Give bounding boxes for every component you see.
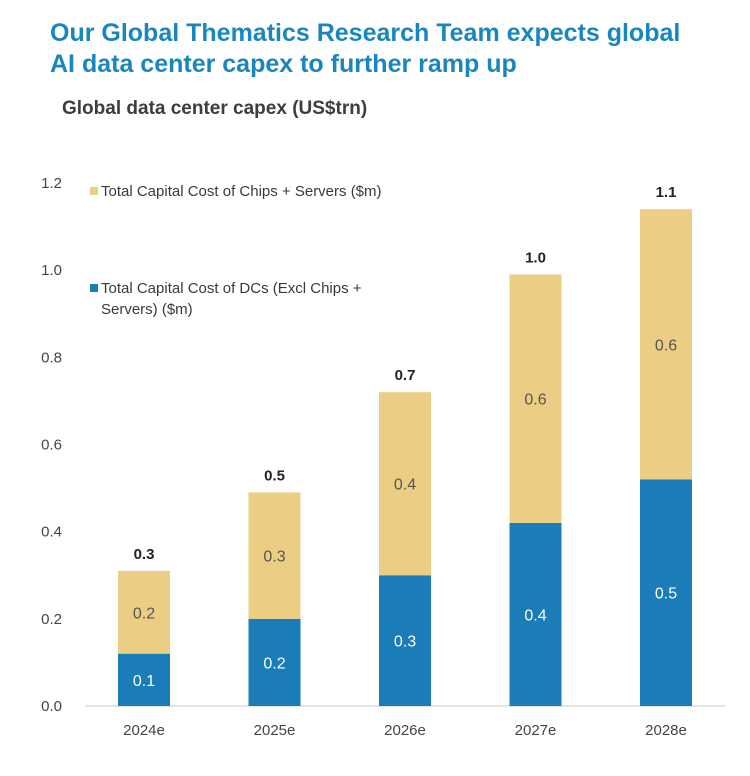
y-tick-label: 0.6 — [41, 437, 62, 454]
legend-swatch-chips-servers — [90, 187, 98, 195]
y-tick-label: 1.0 — [41, 262, 62, 279]
legend-label-dcs: Total Capital Cost of DCs (Excl Chips + S… — [101, 280, 362, 318]
headline-line-1: Our Global Thematics Research Team expec… — [50, 19, 681, 47]
headline: Our Global Thematics Research Team expec… — [50, 18, 730, 80]
y-tick-label: 0.8 — [41, 349, 62, 366]
bar-total-label: 0.3 — [134, 546, 155, 563]
segment-value-label: 0.4 — [394, 477, 416, 494]
bar-segment-chips-servers — [640, 209, 692, 480]
bar-total-label: 0.5 — [264, 467, 285, 484]
bar-total-label: 1.0 — [525, 250, 546, 267]
bar-segment-chips-servers — [379, 392, 431, 576]
segment-value-label: 0.5 — [655, 586, 677, 603]
legend-swatch-dcs — [90, 284, 98, 292]
segment-value-label: 0.6 — [655, 337, 677, 354]
y-tick-label: 0.2 — [41, 611, 62, 628]
segment-value-label: 0.2 — [133, 605, 155, 622]
x-tick-label: 2026e — [384, 722, 426, 739]
bar-segment-dcs — [248, 618, 301, 706]
x-tick-label: 2028e — [645, 722, 687, 739]
y-tick-label: 0.4 — [41, 524, 62, 541]
x-tick-label: 2027e — [515, 722, 557, 739]
bar-segment-dcs — [118, 653, 170, 706]
segment-value-label: 0.6 — [524, 392, 546, 409]
bar-total-label: 1.1 — [656, 184, 677, 201]
legend-label-chips-servers: Total Capital Cost of Chips + Servers ($… — [101, 183, 382, 200]
bar-segment-chips-servers — [248, 492, 301, 619]
segment-value-label: 0.3 — [263, 549, 285, 566]
chart-title: Global data center capex (US$trn) — [62, 98, 368, 119]
headline-line-2: AI data center capex to further ramp up — [50, 50, 517, 78]
bar-segment-dcs — [379, 575, 431, 706]
bar-segment-chips-servers — [509, 274, 562, 523]
y-tick-label: 1.2 — [41, 175, 62, 192]
segment-value-label: 0.2 — [263, 655, 285, 672]
bar-segment-chips-servers — [118, 570, 170, 654]
bar-segment-dcs — [509, 522, 562, 706]
bar-total-label: 0.7 — [395, 367, 416, 384]
bar-segment-dcs — [640, 479, 692, 706]
x-tick-label: 2024e — [123, 722, 165, 739]
y-tick-label: 0.0 — [41, 698, 62, 715]
segment-value-label: 0.3 — [394, 634, 416, 651]
segment-value-label: 0.4 — [524, 607, 546, 624]
segment-value-label: 0.1 — [133, 673, 155, 690]
x-tick-label: 2025e — [254, 722, 296, 739]
